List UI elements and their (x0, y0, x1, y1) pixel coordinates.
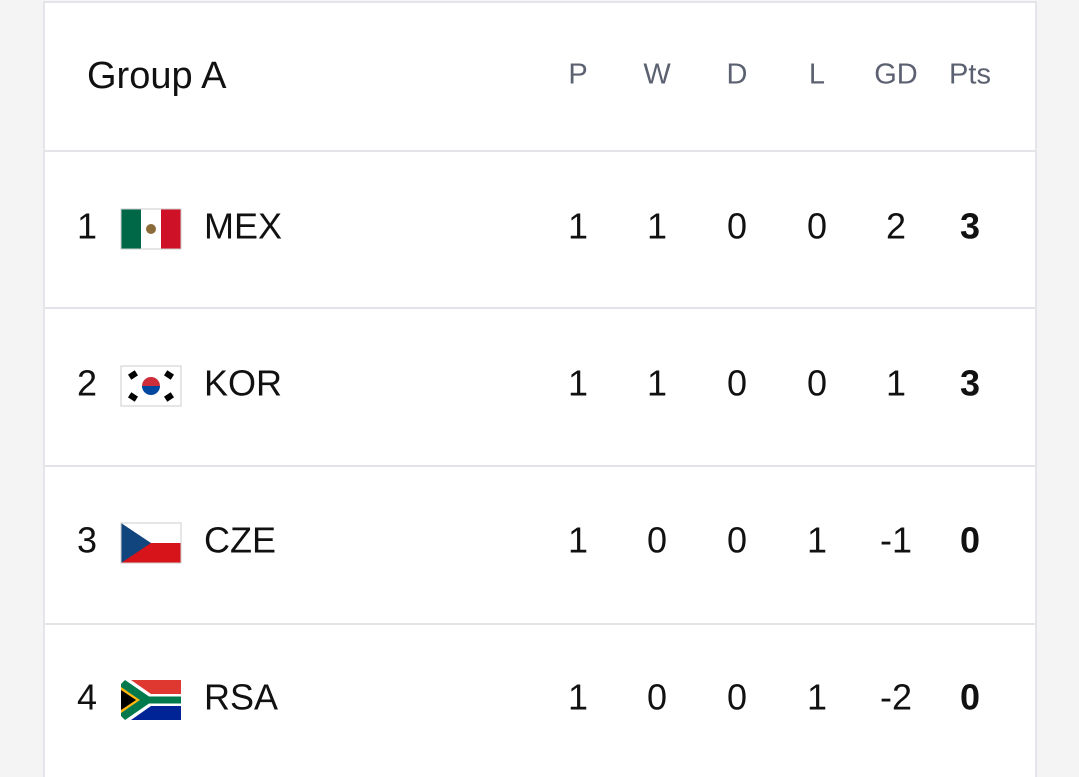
stat: 0 (727, 206, 747, 247)
team-name: RSA (204, 677, 278, 718)
team-name: CZE (204, 520, 276, 561)
stat: 1 (647, 206, 667, 247)
stat: 0 (727, 520, 747, 561)
rank: 1 (77, 206, 97, 247)
flag-kor (120, 365, 182, 407)
column-header: L (809, 59, 825, 91)
stat: -1 (880, 520, 912, 561)
points: 3 (960, 206, 980, 247)
card (43, 1, 1037, 777)
stat: 0 (647, 677, 667, 718)
stat: 0 (647, 520, 667, 561)
stat: 0 (727, 363, 747, 404)
stat: 0 (807, 206, 827, 247)
stat: -2 (880, 677, 912, 718)
flag-mex (120, 208, 182, 250)
flag-cze (120, 522, 182, 564)
team-name: KOR (204, 363, 282, 404)
rank: 3 (77, 520, 97, 561)
stat: 1 (568, 677, 588, 718)
stat: 0 (807, 363, 827, 404)
stat: 1 (568, 363, 588, 404)
stat: 1 (807, 520, 827, 561)
stat: 1 (568, 206, 588, 247)
column-header: P (568, 59, 587, 91)
team-name: MEX (204, 206, 282, 247)
stat: 1 (647, 363, 667, 404)
rank: 2 (77, 363, 97, 404)
column-header: W (643, 59, 671, 91)
stat: 1 (807, 677, 827, 718)
stat: 1 (886, 363, 906, 404)
stat: 2 (886, 206, 906, 247)
points: 3 (960, 363, 980, 404)
stat: 0 (727, 677, 747, 718)
column-header: Pts (949, 59, 991, 91)
points: 0 (960, 677, 980, 718)
points: 0 (960, 520, 980, 561)
rank: 4 (77, 677, 97, 718)
flag-rsa (121, 680, 181, 720)
stat: 1 (568, 520, 588, 561)
column-header: D (727, 59, 748, 91)
group-title: Group A (87, 55, 227, 97)
column-header: GD (874, 59, 918, 91)
